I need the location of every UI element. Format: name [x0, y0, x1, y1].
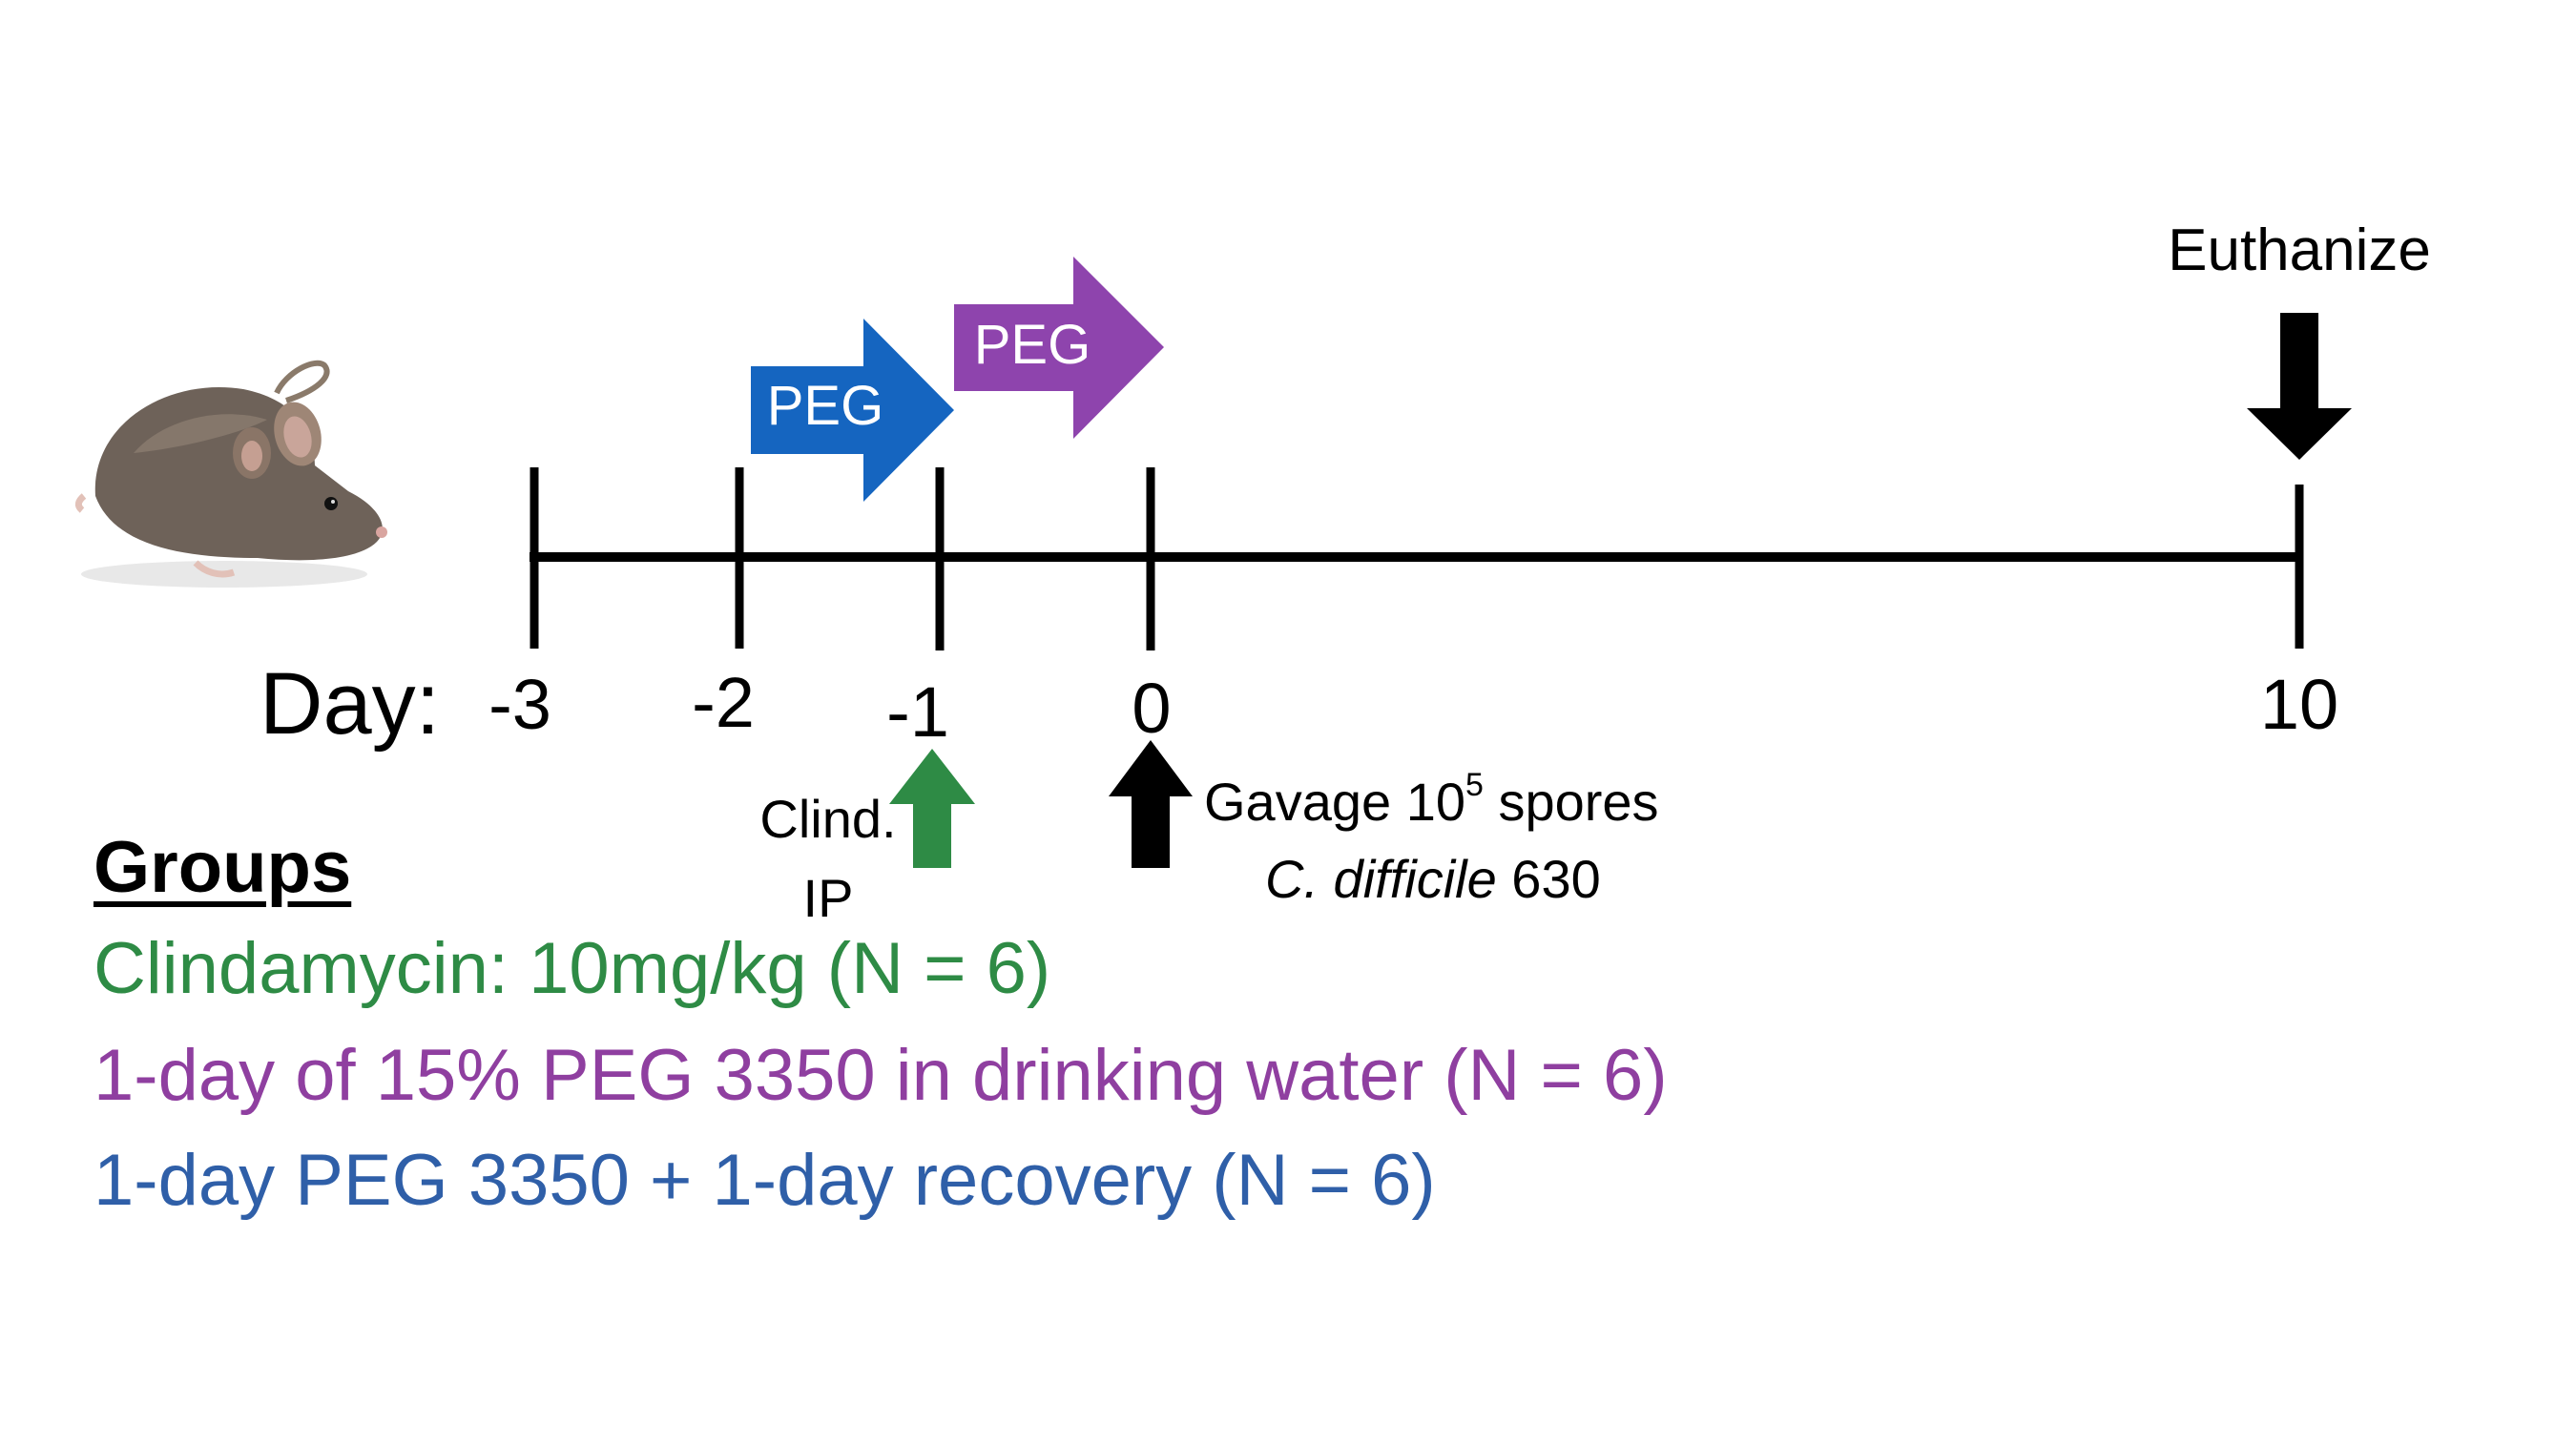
- tick-label: 0: [1132, 669, 1172, 748]
- clindamycin-label-line1: Clind.: [759, 789, 897, 849]
- peg-arrow-blue: [751, 319, 954, 502]
- group-peg-1-day: 1-day of 15% PEG 3350 in drinking water …: [93, 1035, 1668, 1116]
- groups-title: Groups: [93, 827, 352, 908]
- peg-label-blue: PEG: [766, 375, 884, 437]
- day-axis-title: Day:: [260, 655, 441, 753]
- clindamycin-label: Clind. IP: [759, 780, 896, 939]
- group-peg-recovery: 1-day PEG 3350 + 1-day recovery (N = 6): [93, 1140, 1436, 1221]
- group-clindamycin: Clindamycin: 10mg/kg (N = 6): [93, 928, 1051, 1009]
- gavage-exponent: 5: [1465, 767, 1484, 803]
- euthanize-arrow: [2247, 313, 2352, 460]
- gavage-arrow: [1109, 740, 1193, 868]
- tick-marks: [530, 467, 2304, 650]
- tick-label: -3: [488, 665, 551, 744]
- peg-arrow-purple: [954, 257, 1164, 439]
- gavage-strain: 630: [1496, 849, 1601, 910]
- gavage-label: Gavage 105 spores C. difficile 630: [1204, 763, 1659, 918]
- tick-label: -1: [886, 672, 949, 752]
- gavage-suffix: spores: [1483, 772, 1659, 832]
- tick-label: -2: [692, 663, 755, 742]
- clindamycin-arrow: [889, 749, 975, 868]
- euthanize-label: Euthanize: [2168, 217, 2431, 283]
- mouse-icon: [74, 360, 387, 588]
- tick-label: 10: [2259, 665, 2339, 744]
- clindamycin-label-line2: IP: [802, 867, 854, 928]
- gavage-species: C. difficile: [1265, 849, 1497, 910]
- gavage-prefix: Gavage 10: [1204, 772, 1465, 832]
- peg-label-purple: PEG: [973, 314, 1091, 376]
